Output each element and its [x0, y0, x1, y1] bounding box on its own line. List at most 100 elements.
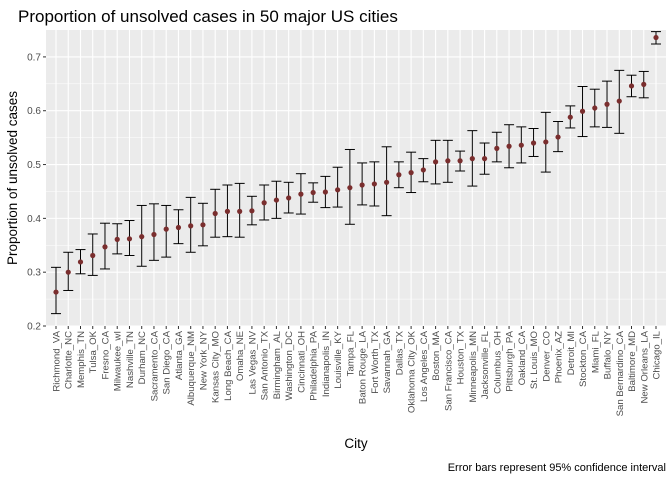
x-tick-label: Nashville_TN	[125, 331, 136, 388]
chart-title: Proportion of unsolved cases in 50 major…	[18, 7, 398, 26]
y-tick-label: 0.3	[27, 268, 41, 279]
x-tick-label: Omaha_NE	[235, 331, 246, 381]
data-point	[322, 189, 328, 195]
x-tick-label: Washington_DC	[284, 331, 295, 401]
x-axis-label: City	[344, 436, 367, 451]
x-tick-label: Savannah_GA	[382, 330, 393, 393]
grid-lines	[46, 30, 666, 327]
x-tick-label: Baltimore_MD	[627, 331, 638, 392]
plot-panel	[46, 30, 666, 326]
x-tick-label: Chicago_IL	[652, 330, 663, 379]
data-point	[384, 179, 390, 185]
x-axis: Richmond_VA Charlotte_NC Memphis_TN Tulsa_O…	[52, 326, 663, 416]
x-tick-label: Stockton_CA	[578, 330, 589, 387]
x-tick-label: Philadelphia_PA	[309, 330, 320, 400]
data-point	[518, 142, 524, 148]
x-tick-label: Columbus_OH	[492, 331, 503, 394]
y-tick-label: 0.6	[27, 106, 41, 117]
data-point	[53, 289, 59, 295]
data-point	[151, 231, 157, 238]
y-tick-label: 0.7	[27, 52, 41, 63]
data-point	[298, 191, 304, 197]
chart-caption: Error bars represent 95% confidence inte…	[448, 462, 666, 474]
x-tick-label: Long Beach_CA	[223, 330, 234, 400]
data-point	[530, 140, 537, 146]
data-point	[420, 167, 426, 173]
x-tick-label: Boston_MA	[431, 330, 442, 380]
data-point	[469, 156, 475, 162]
y-axis-label: Proportion of unsolved cases	[5, 91, 20, 265]
data-point	[457, 158, 463, 164]
data-point	[432, 159, 439, 165]
x-tick-label: Houston_TX	[456, 330, 467, 384]
data-point	[604, 101, 610, 107]
x-tick-label: San Bernardino_CA	[615, 330, 626, 416]
data-point	[347, 185, 353, 191]
y-tick-label: 0.5	[27, 160, 41, 171]
data-point	[286, 195, 292, 201]
data-point	[371, 181, 377, 187]
y-tick-label: 0.2	[27, 322, 41, 333]
x-tick-label: Louisville_KY	[333, 330, 344, 388]
data-point	[494, 145, 500, 151]
data-point	[224, 208, 231, 214]
x-tick-label: Tampa_FL	[345, 330, 356, 376]
data-point	[567, 114, 573, 120]
data-point	[175, 224, 182, 231]
data-point	[102, 244, 108, 250]
data-point	[335, 187, 341, 193]
x-tick-label: Buffalo_NY	[603, 330, 614, 379]
x-tick-label: San Francisco_CA	[443, 330, 454, 411]
x-tick-label: Los Angeles_CA	[419, 330, 430, 402]
data-point	[77, 259, 84, 265]
x-tick-label: Las Vegas_NV	[247, 330, 258, 394]
x-tick-label: San Diego_CA	[162, 330, 173, 394]
x-tick-label: Dallas_TX	[394, 330, 405, 375]
x-tick-label: Indianapolis_IN	[321, 331, 332, 397]
data-point	[359, 182, 365, 188]
data-point	[543, 139, 549, 145]
x-tick-label: Kansas City_MO	[211, 331, 222, 403]
x-tick-label: New York_NY	[198, 330, 209, 390]
x-tick-label: Denver_CO	[541, 331, 552, 382]
x-tick-label: St. Louis_MO	[529, 331, 540, 389]
x-tick-label: San Antonio_TX	[260, 330, 271, 400]
data-points	[53, 34, 659, 295]
data-point	[310, 189, 316, 196]
data-point	[653, 34, 659, 41]
data-point	[579, 108, 586, 114]
data-point	[408, 170, 414, 176]
data-point	[126, 236, 133, 242]
data-point	[249, 208, 255, 214]
data-point	[445, 158, 451, 164]
data-point	[237, 208, 243, 214]
x-tick-label: Jacksonville_FL	[480, 330, 491, 399]
data-point	[65, 269, 71, 275]
x-tick-label: Pittsburgh_PA	[505, 330, 516, 391]
data-point	[616, 98, 622, 104]
data-point	[555, 134, 561, 140]
x-tick-label: Cincinnati_OH	[296, 331, 307, 393]
x-tick-label: Miami_FL	[590, 330, 601, 373]
x-tick-label: Memphis_TN	[76, 331, 87, 388]
data-point	[506, 143, 512, 149]
x-tick-label: Tulsa_OK	[88, 330, 99, 373]
x-tick-label: Fresno_CA	[100, 330, 111, 379]
x-tick-label: Birmingham_AL	[272, 330, 283, 399]
data-point	[641, 81, 647, 87]
x-tick-label: Atlanta_GA	[174, 330, 185, 380]
x-tick-label: Richmond_VA	[52, 330, 63, 391]
x-tick-label: Durham_NC	[137, 331, 148, 384]
x-tick-label: Fort Worth_TX	[370, 330, 381, 393]
x-tick-label: Oakland_CA	[517, 330, 528, 385]
x-tick-label: Milwaukee_wI	[113, 331, 124, 391]
x-tick-label: Minneapolis_MN	[468, 331, 479, 403]
x-tick-label: Albuquerque_NM	[186, 331, 197, 406]
data-point	[481, 156, 488, 162]
y-axis: 0.2 0.3 0.4 0.5 0.6 0.7	[27, 52, 46, 333]
data-point	[628, 83, 635, 89]
data-point	[396, 172, 402, 178]
x-tick-label: Baton Rouge_LA	[358, 330, 369, 404]
